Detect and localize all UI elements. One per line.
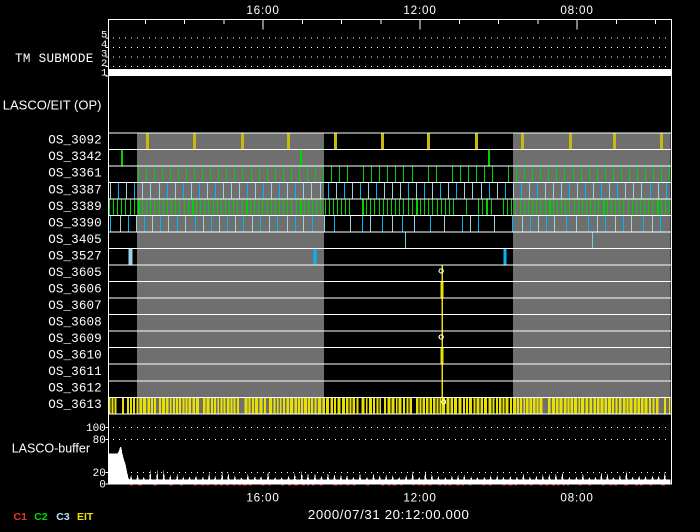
svg-text:OS_3405: OS_3405	[48, 233, 102, 247]
svg-text:C2: C2	[34, 511, 48, 523]
svg-text:16:00: 16:00	[246, 492, 279, 505]
svg-text:3: 3	[101, 48, 107, 60]
svg-text:OS_3608: OS_3608	[48, 316, 102, 330]
svg-text:OS_3390: OS_3390	[48, 216, 102, 230]
svg-text:OS_3611: OS_3611	[48, 365, 102, 379]
svg-text:LASCO-buffer: LASCO-buffer	[12, 442, 90, 456]
svg-text:4: 4	[101, 39, 107, 51]
svg-text:TM SUBMODE: TM SUBMODE	[15, 52, 94, 66]
svg-text:2000/07/31 20:12:00.000: 2000/07/31 20:12:00.000	[308, 507, 470, 522]
svg-text:OS_3606: OS_3606	[48, 282, 102, 296]
svg-text:80: 80	[93, 435, 106, 447]
svg-text:C3: C3	[56, 511, 70, 523]
svg-text:20: 20	[93, 468, 106, 480]
svg-text:12:00: 12:00	[403, 492, 436, 505]
svg-text:OS_3613: OS_3613	[48, 398, 102, 412]
svg-text:OS_3607: OS_3607	[48, 299, 102, 313]
svg-text:OS_3612: OS_3612	[48, 382, 102, 396]
svg-text:12:00: 12:00	[403, 4, 436, 17]
svg-text:OS_3387: OS_3387	[48, 183, 102, 197]
svg-text:OS_3092: OS_3092	[48, 134, 102, 148]
svg-text:OS_3609: OS_3609	[48, 332, 102, 346]
svg-text:OS_3527: OS_3527	[48, 249, 102, 263]
svg-text:5: 5	[101, 29, 107, 41]
svg-text:OS_3605: OS_3605	[48, 266, 102, 280]
svg-text:OS_3389: OS_3389	[48, 200, 102, 214]
svg-text:C1: C1	[14, 511, 28, 523]
svg-text:1: 1	[101, 67, 107, 79]
svg-text:2: 2	[101, 58, 107, 70]
svg-text:08:00: 08:00	[560, 492, 593, 505]
svg-text:LASCO/EIT (OP): LASCO/EIT (OP)	[3, 97, 102, 112]
svg-text:0: 0	[99, 480, 106, 492]
svg-text:OS_3342: OS_3342	[48, 150, 102, 164]
svg-text:OS_3610: OS_3610	[48, 349, 102, 363]
svg-text:08:00: 08:00	[560, 4, 593, 17]
svg-text:OS_3361: OS_3361	[48, 167, 102, 181]
svg-text:EIT: EIT	[77, 511, 94, 523]
svg-text:100: 100	[86, 423, 106, 435]
svg-text:16:00: 16:00	[246, 4, 279, 17]
